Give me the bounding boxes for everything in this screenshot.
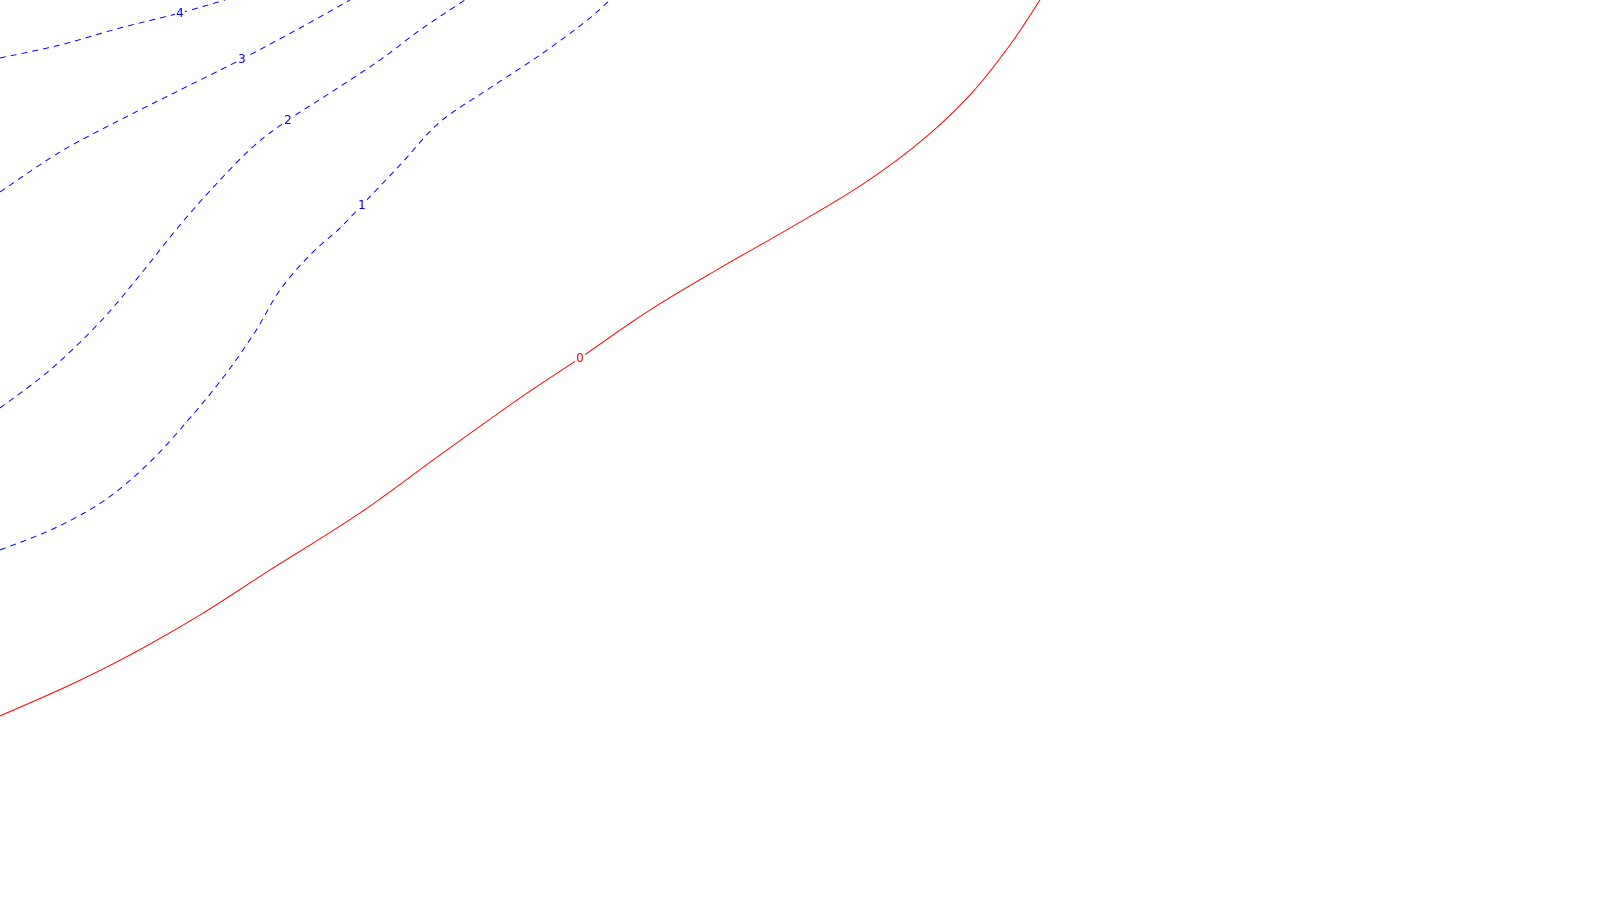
- contour-label-level-2: 2: [284, 113, 292, 127]
- contour-line-level-1: [0, 0, 611, 551]
- contour-labels: 0 1 2 3 4: [175, 6, 585, 365]
- contour-label-bg: [237, 52, 247, 65]
- contour-lines: [0, 0, 1041, 717]
- contour-label-level-1: 1: [358, 198, 366, 212]
- contour-line-level-4: [0, 0, 226, 59]
- contour-label-bg: [575, 351, 585, 364]
- contour-label-level-4: 4: [176, 6, 184, 20]
- contour-label-level-0: 0: [576, 351, 584, 365]
- contour-line-level-3: [0, 0, 351, 193]
- contour-label-bg: [175, 6, 185, 19]
- contour-label-bg: [283, 113, 293, 126]
- contour-label-level-3: 3: [238, 52, 246, 66]
- contour-line-level-2: [0, 0, 466, 409]
- contour-line-level-0: [0, 0, 1041, 717]
- contour-label-bg: [357, 198, 367, 211]
